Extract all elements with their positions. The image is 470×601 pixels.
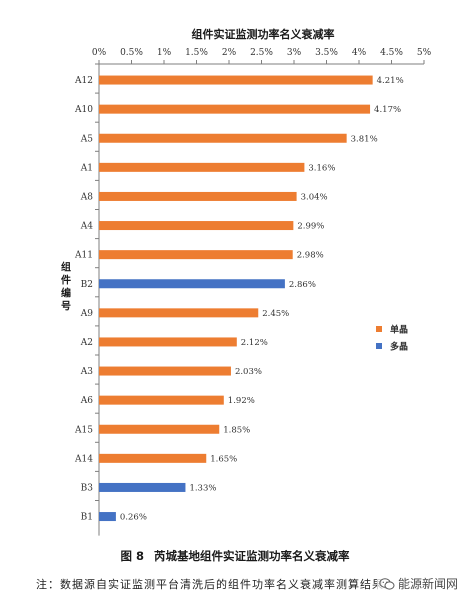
value-label: 4.17% [374,105,401,115]
x-tick-label: 0.5% [120,48,143,58]
watermark-text: 能源新闻网 [397,577,458,591]
wechat-icon [379,577,395,590]
bar [99,482,186,492]
bar [99,366,231,376]
y-axis-label-char: 编 [61,287,71,300]
category-label: A5 [80,134,93,144]
legend-swatch [376,326,382,332]
x-tick-label: 5% [417,48,432,58]
value-labels: 4.21% 4.17% 3.81% 3.16% 3.04% 2.99% 2.98% 2.86%… [120,76,404,523]
value-label: 2.99% [297,222,324,232]
category-label: B1 [81,513,93,523]
category-label: A11 [74,251,93,261]
bar [99,221,294,231]
watermark: 能源新闻网 [376,574,460,593]
bar [99,279,285,289]
value-label: 3.16% [308,163,335,173]
category-label: A4 [80,222,93,232]
chart-title: 组件实证监测功率名义衰减率 [192,27,335,41]
bar [99,191,297,201]
x-tick-label: 4% [352,48,367,58]
x-tick-label: 3.5% [315,48,338,58]
x-tick-label: 2.5% [250,48,273,58]
category-axis: A12 A10 A5 A1 A8 A4 A11 B2 A9 A2 A3 A6 A15 A14 B3 B1 [74,63,100,536]
category-label: A14 [74,454,93,464]
value-label: 2.45% [262,309,289,319]
category-label: A9 [80,309,93,319]
legend-label: 多晶 [390,341,408,353]
category-label: B3 [81,483,94,493]
bar [99,250,293,260]
bar [99,453,207,463]
value-label: 0.26% [120,513,147,523]
bar [99,104,371,114]
bar [99,162,305,172]
figure-note: 注：数据源自实证监测平台清洗后的组件功率名义衰减率测算结果。 [36,578,396,591]
x-tick-label: 1.5% [185,48,208,58]
category-label: A10 [74,105,93,115]
value-label: 2.12% [241,338,268,348]
bar [99,308,259,318]
bars [99,75,373,522]
figure-caption: 图 8 芮城基地组件实证监测功率名义衰减率 [0,548,470,564]
value-label: 1.92% [228,396,255,406]
value-label: 1.85% [223,425,250,435]
x-axis: 0% 0.5% 1% 1.5% 2% 2.5% 3% 3.5% 4% 4.5% 5% [92,48,432,65]
value-label: 2.03% [235,367,262,377]
legend-label: 单晶 [390,324,408,336]
category-label: A1 [80,163,93,173]
bar [99,337,237,347]
category-label: A3 [80,367,93,377]
figure-caption-text: 芮城基地组件实证监测功率名义衰减率 [154,549,350,563]
x-tick-label: 4.5% [380,48,403,58]
x-tick-label: 1% [157,48,172,58]
y-axis-label-char: 号 [61,301,71,313]
value-label: 4.21% [377,76,404,86]
value-label: 3.04% [301,192,328,202]
category-label: A15 [74,425,93,435]
value-label: 1.65% [210,454,237,464]
category-label: A8 [80,192,93,202]
x-tick-label: 3% [287,48,302,58]
category-label: A6 [80,396,93,406]
bar [99,395,224,405]
value-label: 3.81% [351,134,378,144]
category-label: A2 [80,338,93,348]
x-tick-label: 2% [222,48,237,58]
legend-swatch [376,343,382,349]
bar [99,133,347,143]
category-label: A12 [74,76,93,86]
x-tick-label: 0% [92,48,107,58]
bar [99,75,373,85]
figure-number: 图 8 [120,549,144,563]
value-label: 2.86% [289,280,316,290]
value-label: 2.98% [297,251,324,261]
bar-chart: 组件实证监测功率名义衰减率 0% 0.5% 1% 1.5% 2% 2.5% 3% 3.5% 4%… [61,27,432,536]
y-axis-label-char: 组 [61,261,71,274]
category-label: B2 [81,280,93,290]
y-axis-label-char: 件 [61,274,71,287]
bar [99,512,116,522]
bar [99,424,220,434]
value-label: 1.33% [189,483,216,493]
